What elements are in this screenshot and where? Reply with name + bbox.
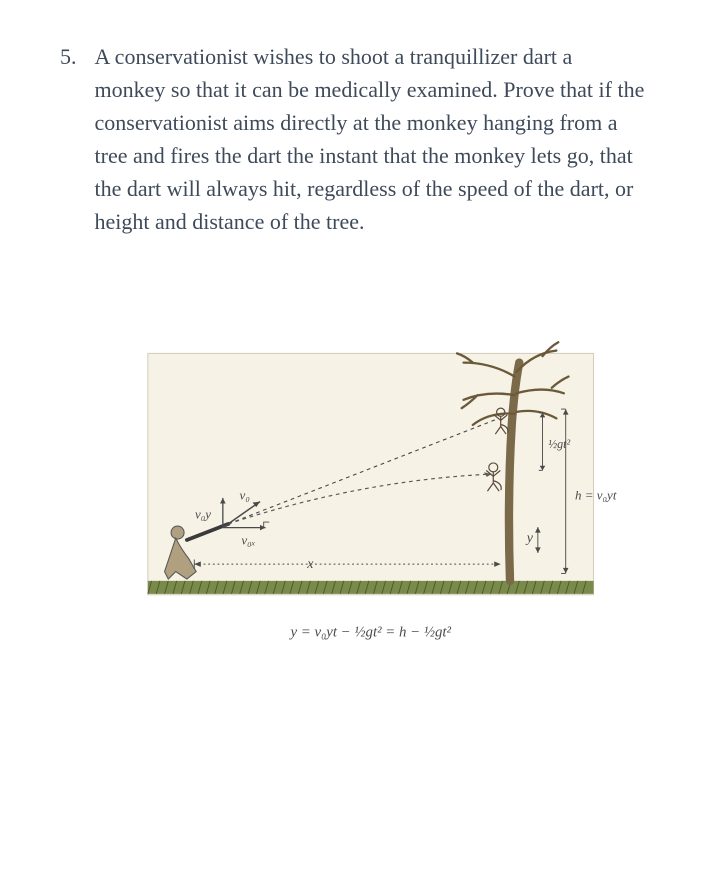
svg-text:v₀y: v₀y bbox=[195, 506, 211, 521]
svg-text:v₀ₓ: v₀ₓ bbox=[241, 532, 255, 547]
problem-text: A conservationist wishes to shoot a tran… bbox=[95, 40, 649, 238]
svg-text:½gt²: ½gt² bbox=[548, 437, 570, 451]
figure: v₀ v₀y v₀ₓ x y h = v₀yt ½gt² y = v₀yt − ½gt² = … bbox=[120, 308, 648, 668]
diagram-svg: v₀ v₀y v₀ₓ x y h = v₀yt ½gt² y = v₀yt − ½gt² = … bbox=[120, 308, 640, 668]
svg-text:x: x bbox=[306, 557, 314, 572]
problem-number: 5. bbox=[60, 40, 77, 73]
svg-text:h = v₀yt: h = v₀yt bbox=[575, 488, 617, 503]
svg-text:v₀: v₀ bbox=[240, 488, 250, 503]
svg-text:y = v₀yt − ½gt² = h − ½gt²: y = v₀yt − ½gt² = h − ½gt² bbox=[288, 625, 451, 641]
svg-text:y: y bbox=[525, 531, 534, 546]
problem-block: 5. A conservationist wishes to shoot a t… bbox=[60, 40, 648, 238]
